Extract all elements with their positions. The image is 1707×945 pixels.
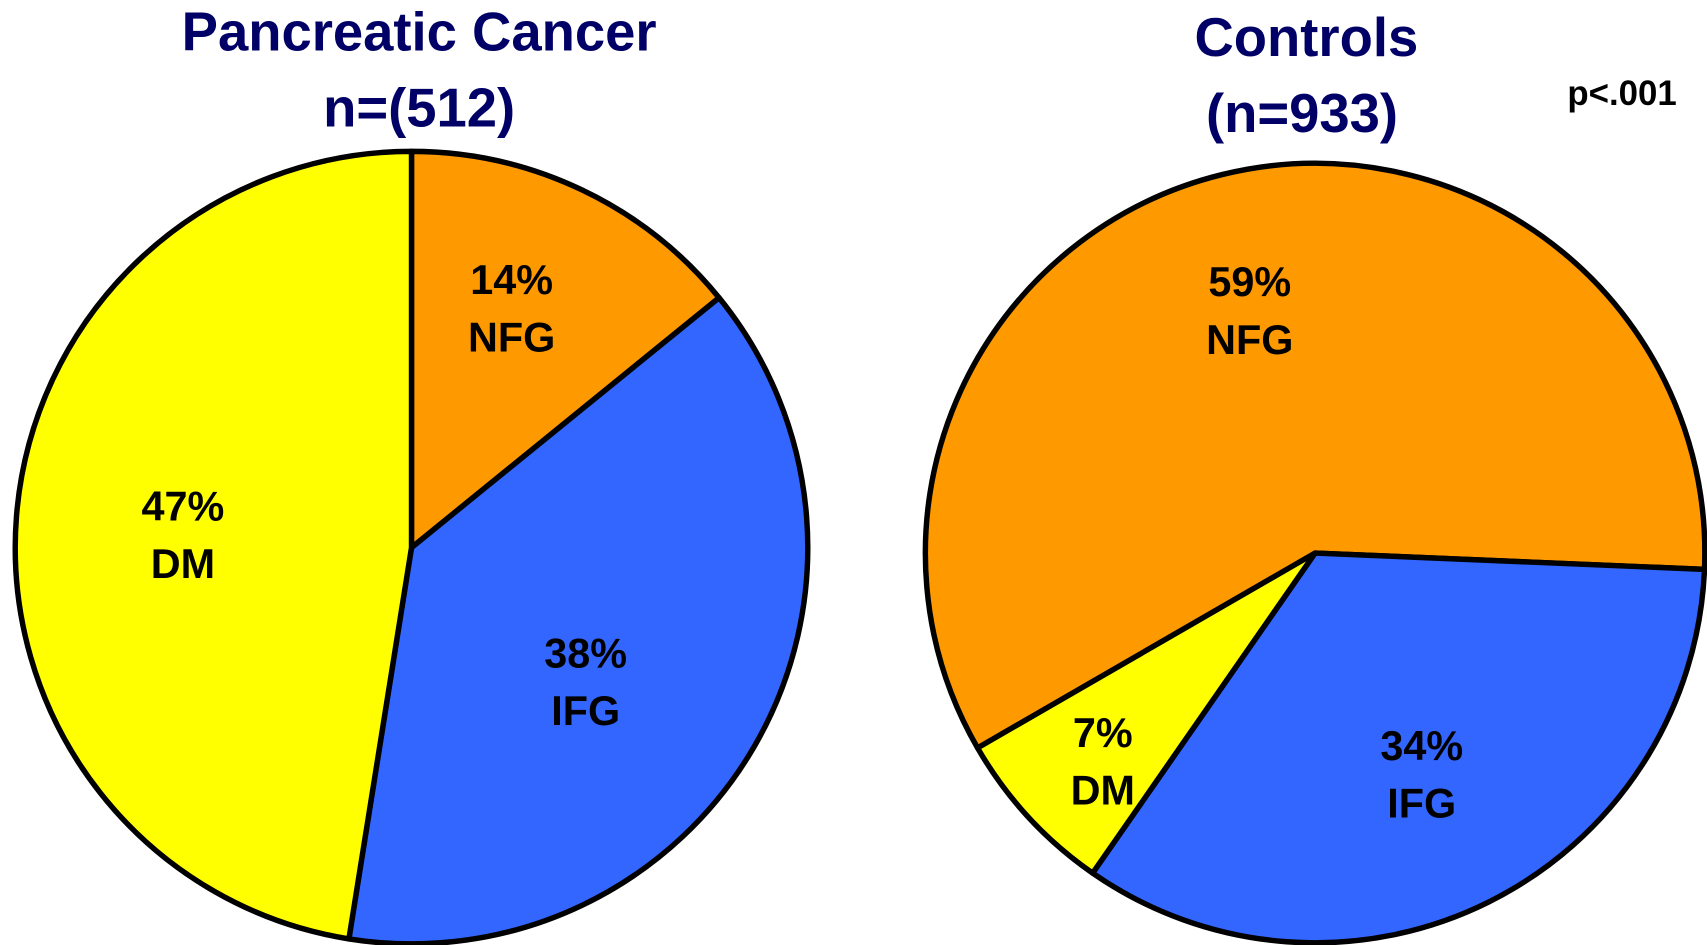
chart-title: Pancreatic Cancer [182,1,657,62]
pie-slice [346,295,811,945]
chart-subtitle: (n=933) [1206,83,1398,144]
annotation: p<.001 [1567,74,1676,113]
data-label: 34% [1380,723,1463,769]
chart-title: Controls [1195,7,1419,68]
pie-slice [922,160,1707,751]
category-label: IFG [551,688,620,734]
data-label: 7% [1073,710,1133,756]
data-label: 14% [470,257,553,303]
pie-slice [974,550,1318,876]
category-label: NFG [468,315,555,361]
category-label: NFG [1206,317,1293,363]
pie-slice [1089,550,1707,945]
pie-slice [12,148,415,942]
data-label: 59% [1208,259,1291,305]
chart-subtitle: n=(512) [323,78,515,139]
category-label: DM [151,541,215,587]
data-label: 47% [142,483,225,529]
category-label: IFG [1387,781,1456,827]
pie-slice [408,148,722,551]
category-label: DM [1071,768,1135,814]
data-label: 38% [544,630,627,676]
